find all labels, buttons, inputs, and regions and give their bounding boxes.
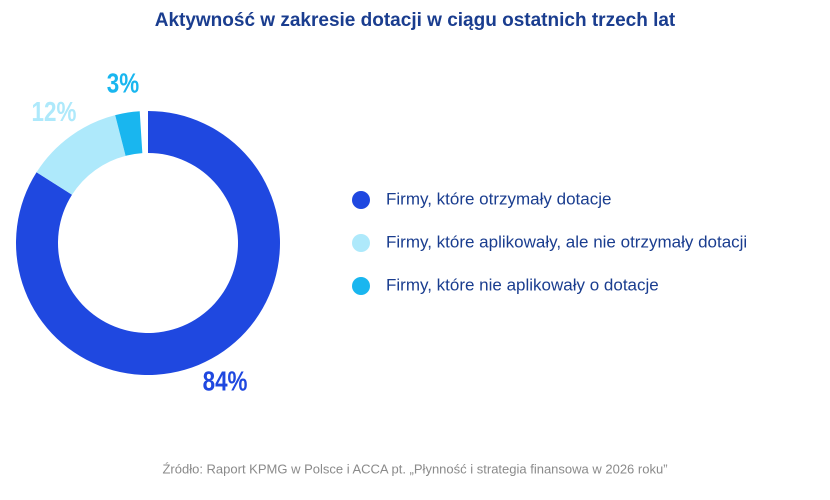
value-label: 84% bbox=[203, 366, 248, 397]
donut-slice bbox=[15, 111, 281, 375]
value-label: 12% bbox=[32, 97, 77, 128]
legend-label: Firmy, które aplikowały, ale nie otrzyma… bbox=[386, 232, 747, 251]
chart-title: Aktywność w zakresie dotacji w ciągu ost… bbox=[155, 10, 676, 31]
legend-marker bbox=[352, 234, 370, 252]
source-note: Źródło: Raport KPMG w Polsce i ACCA pt. … bbox=[162, 461, 667, 476]
legend-marker bbox=[352, 277, 370, 295]
legend-label: Firmy, które otrzymały dotacje bbox=[386, 189, 611, 208]
legend-marker bbox=[352, 191, 370, 209]
value-label: 3% bbox=[107, 68, 139, 99]
legend-label: Firmy, które nie aplikowały o dotacje bbox=[386, 275, 659, 294]
donut-slice bbox=[115, 111, 143, 156]
donut-slice bbox=[36, 115, 126, 195]
